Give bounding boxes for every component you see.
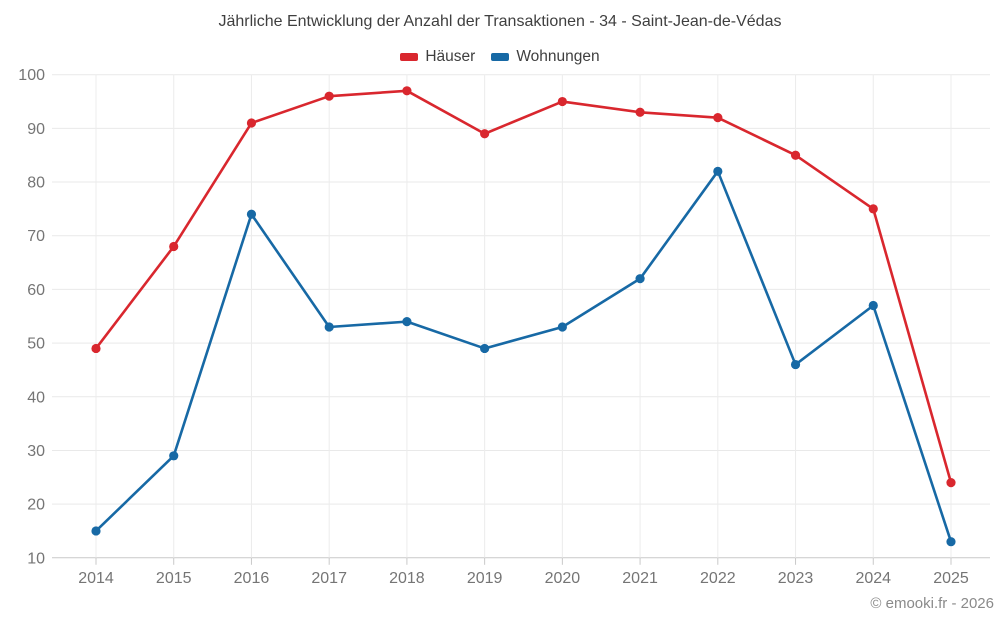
point-häuser-2021 [635,107,645,117]
line-wohnungen [94,170,953,543]
point-wohnungen-2023 [790,359,801,370]
point-wohnungen-2020 [557,322,567,332]
x-axis-label-2025: 2025 [933,570,969,587]
point-wohnungen-2019 [480,343,490,354]
y-axis-label-90: 90 [27,121,45,138]
point-wohnungen-2022 [713,166,723,176]
y-axis-label-10: 10 [27,550,45,567]
legend-swatch-haeuser-icon [400,53,419,61]
point-häuser-2014 [91,343,101,354]
y-axis-label-100: 100 [18,67,45,84]
point-wohnungen-2024 [868,300,878,311]
x-axis-label-2021: 2021 [622,570,658,587]
point-häuser-2024 [868,204,878,214]
x-axis-label-2017: 2017 [311,570,347,587]
y-axis-label-40: 40 [27,389,45,406]
point-häuser-2025 [946,478,956,488]
x-axis-label-2015: 2015 [156,570,192,587]
legend-item-wohnungen[interactable]: Wohnungen [491,48,600,66]
point-häuser-2019 [480,129,490,139]
point-häuser-2015 [169,241,179,252]
point-wohnungen-2025 [946,537,956,547]
point-häuser-2022 [713,113,723,123]
y-axis-label-60: 60 [27,282,45,299]
point-häuser-2023 [790,150,801,160]
point-wohnungen-2018 [402,317,412,327]
legend-label-haeuser: Häuser [425,48,476,65]
y-axis-label-70: 70 [27,228,45,245]
y-axis-label-20: 20 [27,497,45,514]
point-häuser-2020 [557,96,567,107]
point-wohnungen-2014 [91,526,101,536]
x-axis-label-2014: 2014 [78,570,114,587]
point-wohnungen-2015 [169,451,179,461]
x-axis-label-2020: 2020 [545,570,581,587]
x-axis-label-2023: 2023 [778,570,814,587]
y-axis-label-80: 80 [27,175,45,192]
x-axis-label-2024: 2024 [855,570,891,587]
legend-label-wohnungen: Wohnungen [516,48,600,65]
copyright-footer: © emooki.fr - 2026 [870,595,994,612]
chart-title: Jährliche Entwicklung der Anzahl der Tra… [218,13,782,30]
chart-legend: Häuser Wohnungen [0,48,1000,66]
point-häuser-2018 [402,86,412,96]
point-häuser-2016 [246,118,257,128]
legend-swatch-wohnungen-icon [491,53,510,61]
point-wohnungen-2017 [324,322,334,332]
x-axis-label-2019: 2019 [467,570,503,587]
x-axis-label-2016: 2016 [234,570,270,587]
legend-item-haeuser[interactable]: Häuser [400,48,475,66]
line-häuser [94,89,953,484]
point-wohnungen-2021 [635,274,645,284]
y-axis-label-50: 50 [27,336,45,353]
point-häuser-2017 [324,91,334,101]
y-axis-label-30: 30 [27,443,45,460]
x-axis-label-2022: 2022 [700,570,736,587]
point-wohnungen-2016 [246,209,257,219]
x-axis-label-2018: 2018 [389,570,425,587]
